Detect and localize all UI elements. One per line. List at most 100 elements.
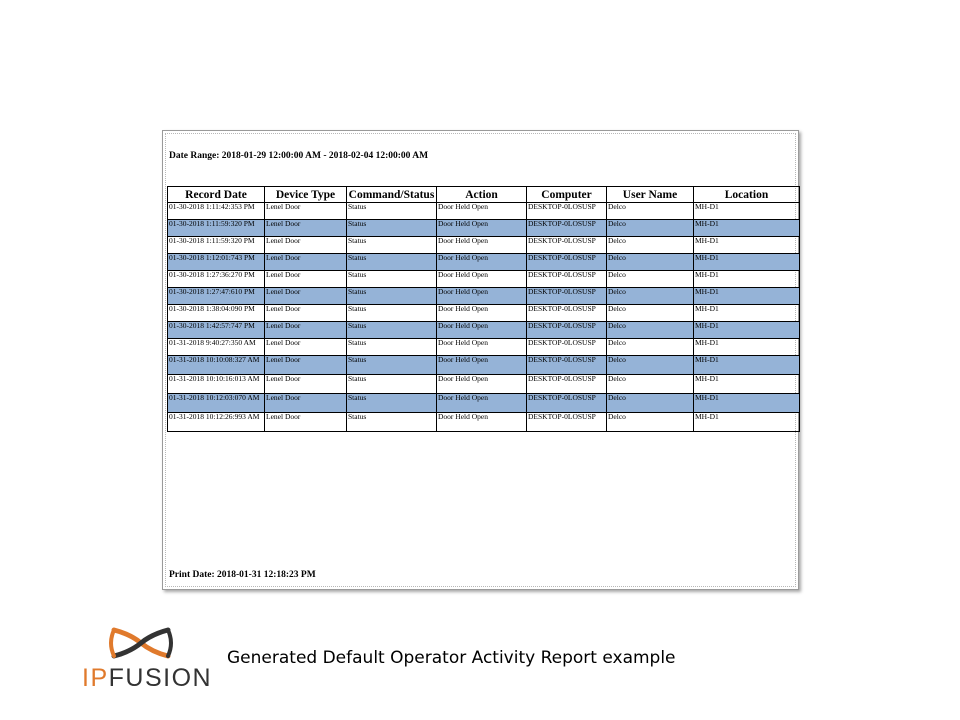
- column-header-record-date: Record Date: [167, 186, 265, 203]
- ipfusion-mark-icon: [109, 627, 173, 659]
- logo-text-fusion: FUSION: [108, 664, 213, 692]
- cell-command-status: Status: [346, 270, 437, 288]
- column-header-device-type: Device Type: [264, 186, 347, 203]
- cell-user-name: Delco: [606, 253, 694, 271]
- cell-command-status: Status: [346, 338, 437, 356]
- cell-computer: DESKTOP-0LOSUSP: [526, 270, 607, 288]
- cell-computer: DESKTOP-0LOSUSP: [526, 355, 607, 375]
- cell-user-name: Delco: [606, 374, 694, 394]
- table-row: 01-30-2018 1:42:57:747 PM Lenel Door Statu…: [167, 321, 800, 339]
- cell-user-name: Delco: [606, 270, 694, 288]
- table-row: 01-31-2018 10:12:26:993 AM Lenel Door Stat…: [167, 412, 800, 432]
- cell-location: MH-D1: [693, 338, 800, 356]
- cell-device-type: Lenel Door: [264, 253, 347, 271]
- cell-computer: DESKTOP-0LOSUSP: [526, 253, 607, 271]
- cell-user-name: Delco: [606, 219, 694, 237]
- cell-command-status: Status: [346, 374, 437, 394]
- cell-command-status: Status: [346, 412, 437, 432]
- cell-location: MH-D1: [693, 304, 800, 322]
- table-header-row: Record Date Device Type Command/Status A…: [167, 186, 800, 203]
- cell-command-status: Status: [346, 355, 437, 375]
- cell-action: Door Held Open: [436, 374, 527, 394]
- cell-user-name: Delco: [606, 202, 694, 220]
- cell-record-date: 01-30-2018 1:11:42:353 PM: [167, 202, 265, 220]
- cell-location: MH-D1: [693, 321, 800, 339]
- cell-user-name: Delco: [606, 321, 694, 339]
- cell-user-name: Delco: [606, 355, 694, 375]
- cell-device-type: Lenel Door: [264, 374, 347, 394]
- cell-location: MH-D1: [693, 236, 800, 254]
- cell-device-type: Lenel Door: [264, 270, 347, 288]
- column-header-location: Location: [693, 186, 800, 203]
- cell-computer: DESKTOP-0LOSUSP: [526, 219, 607, 237]
- table-row: 01-30-2018 1:12:01:743 PM Lenel Door Statu…: [167, 253, 800, 271]
- cell-computer: DESKTOP-0LOSUSP: [526, 202, 607, 220]
- activity-table: Record Date Device Type Command/Status A…: [167, 186, 800, 432]
- cell-record-date: 01-30-2018 1:42:57:747 PM: [167, 321, 265, 339]
- cell-record-date: 01-31-2018 10:10:08:327 AM: [167, 355, 265, 375]
- cell-command-status: Status: [346, 236, 437, 254]
- logo-text-ip: IP: [82, 664, 109, 692]
- cell-computer: DESKTOP-0LOSUSP: [526, 236, 607, 254]
- cell-computer: DESKTOP-0LOSUSP: [526, 304, 607, 322]
- cell-user-name: Delco: [606, 287, 694, 305]
- slide-caption: Generated Default Operator Activity Repo…: [227, 648, 676, 668]
- cell-record-date: 01-30-2018 1:38:04:090 PM: [167, 304, 265, 322]
- cell-action: Door Held Open: [436, 338, 527, 356]
- column-header-user-name: User Name: [606, 186, 694, 203]
- cell-location: MH-D1: [693, 393, 800, 413]
- cell-location: MH-D1: [693, 374, 800, 394]
- column-header-action: Action: [436, 186, 527, 203]
- table-row: 01-30-2018 1:27:47:610 PM Lenel Door Statu…: [167, 287, 800, 305]
- table-row: 01-31-2018 9:40:27:350 AM Lenel Door Statu…: [167, 338, 800, 356]
- cell-action: Door Held Open: [436, 321, 527, 339]
- table-row: 01-31-2018 10:10:08:327 AM Lenel Door Stat…: [167, 355, 800, 375]
- cell-device-type: Lenel Door: [264, 236, 347, 254]
- cell-user-name: Delco: [606, 412, 694, 432]
- cell-device-type: Lenel Door: [264, 304, 347, 322]
- date-range: Date Range: 2018-01-29 12:00:00 AM - 201…: [169, 151, 429, 161]
- cell-action: Door Held Open: [436, 202, 527, 220]
- cell-device-type: Lenel Door: [264, 219, 347, 237]
- print-date: Print Date: 2018-01-31 12:18:23 PM: [169, 570, 316, 580]
- cell-record-date: 01-30-2018 1:27:47:610 PM: [167, 287, 265, 305]
- table-row: 01-30-2018 1:11:59:320 PM Lenel Door Statu…: [167, 236, 800, 254]
- table-row: 01-30-2018 1:27:36:270 PM Lenel Door Statu…: [167, 270, 800, 288]
- cell-record-date: 01-30-2018 1:11:59:320 PM: [167, 236, 265, 254]
- report-page: Date Range: 2018-01-29 12:00:00 AM - 201…: [162, 130, 800, 590]
- table-row: 01-31-2018 10:12:03:070 AM Lenel Door Stat…: [167, 393, 800, 413]
- cell-computer: DESKTOP-0LOSUSP: [526, 412, 607, 432]
- table-body: 01-30-2018 1:11:42:353 PM Lenel Door Statu…: [167, 202, 800, 432]
- cell-record-date: 01-30-2018 1:12:01:743 PM: [167, 253, 265, 271]
- cell-location: MH-D1: [693, 270, 800, 288]
- cell-user-name: Delco: [606, 304, 694, 322]
- cell-record-date: 01-30-2018 1:27:36:270 PM: [167, 270, 265, 288]
- table-row: 01-30-2018 1:11:59:320 PM Lenel Door Statu…: [167, 219, 800, 237]
- cell-computer: DESKTOP-0LOSUSP: [526, 393, 607, 413]
- ipfusion-logo: IPFUSION: [80, 624, 211, 694]
- cell-command-status: Status: [346, 253, 437, 271]
- cell-action: Door Held Open: [436, 287, 527, 305]
- column-header-computer: Computer: [526, 186, 607, 203]
- cell-action: Door Held Open: [436, 355, 527, 375]
- cell-computer: DESKTOP-0LOSUSP: [526, 321, 607, 339]
- cell-device-type: Lenel Door: [264, 412, 347, 432]
- cell-record-date: 01-30-2018 1:11:59:320 PM: [167, 219, 265, 237]
- cell-record-date: 01-31-2018 10:12:26:993 AM: [167, 412, 265, 432]
- cell-user-name: Delco: [606, 393, 694, 413]
- table-row: 01-30-2018 1:38:04:090 PM Lenel Door Statu…: [167, 304, 800, 322]
- cell-device-type: Lenel Door: [264, 202, 347, 220]
- cell-action: Door Held Open: [436, 253, 527, 271]
- cell-command-status: Status: [346, 393, 437, 413]
- cell-location: MH-D1: [693, 219, 800, 237]
- cell-device-type: Lenel Door: [264, 355, 347, 375]
- cell-computer: DESKTOP-0LOSUSP: [526, 287, 607, 305]
- cell-device-type: Lenel Door: [264, 393, 347, 413]
- cell-action: Door Held Open: [436, 270, 527, 288]
- cell-location: MH-D1: [693, 287, 800, 305]
- cell-user-name: Delco: [606, 338, 694, 356]
- cell-action: Door Held Open: [436, 236, 527, 254]
- cell-record-date: 01-31-2018 9:40:27:350 AM: [167, 338, 265, 356]
- cell-action: Door Held Open: [436, 393, 527, 413]
- column-header-command-status: Command/Status: [346, 186, 437, 203]
